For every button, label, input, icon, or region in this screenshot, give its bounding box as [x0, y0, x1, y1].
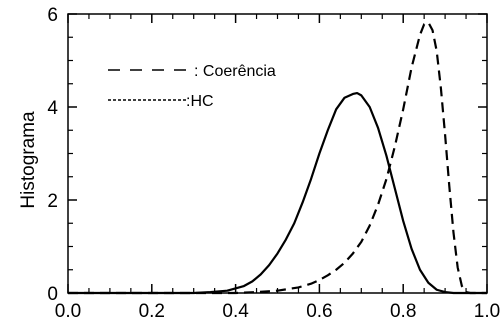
series-line-coerencia — [68, 21, 487, 295]
x-tick-label: 0.4 — [222, 301, 249, 322]
series-line-hc — [68, 91, 487, 295]
y-tick-label: 4 — [47, 98, 58, 119]
x-tick-label: 1.0 — [474, 301, 500, 322]
y-axis-title: Histograma — [18, 111, 39, 209]
legend: : Coerência :HC — [108, 63, 276, 110]
y-tick-label: 2 — [47, 191, 58, 212]
legend-label-coerencia: : Coerência — [194, 63, 276, 80]
x-tick-label: 0.6 — [306, 301, 332, 322]
x-tick-label: 0.8 — [390, 301, 416, 322]
legend-label-hc: :HC — [186, 93, 214, 110]
ticks-layer: 0.0 0.2 0.4 0.6 0.8 1.0 0 2 4 6 — [47, 5, 500, 322]
x-tick-label: 0.0 — [55, 301, 81, 322]
series-layer — [68, 21, 487, 295]
y-tick-label: 6 — [47, 5, 58, 26]
y-tick-label: 0 — [47, 284, 58, 305]
x-tick-label: 0.2 — [139, 301, 165, 322]
plot-frame — [67, 13, 488, 294]
